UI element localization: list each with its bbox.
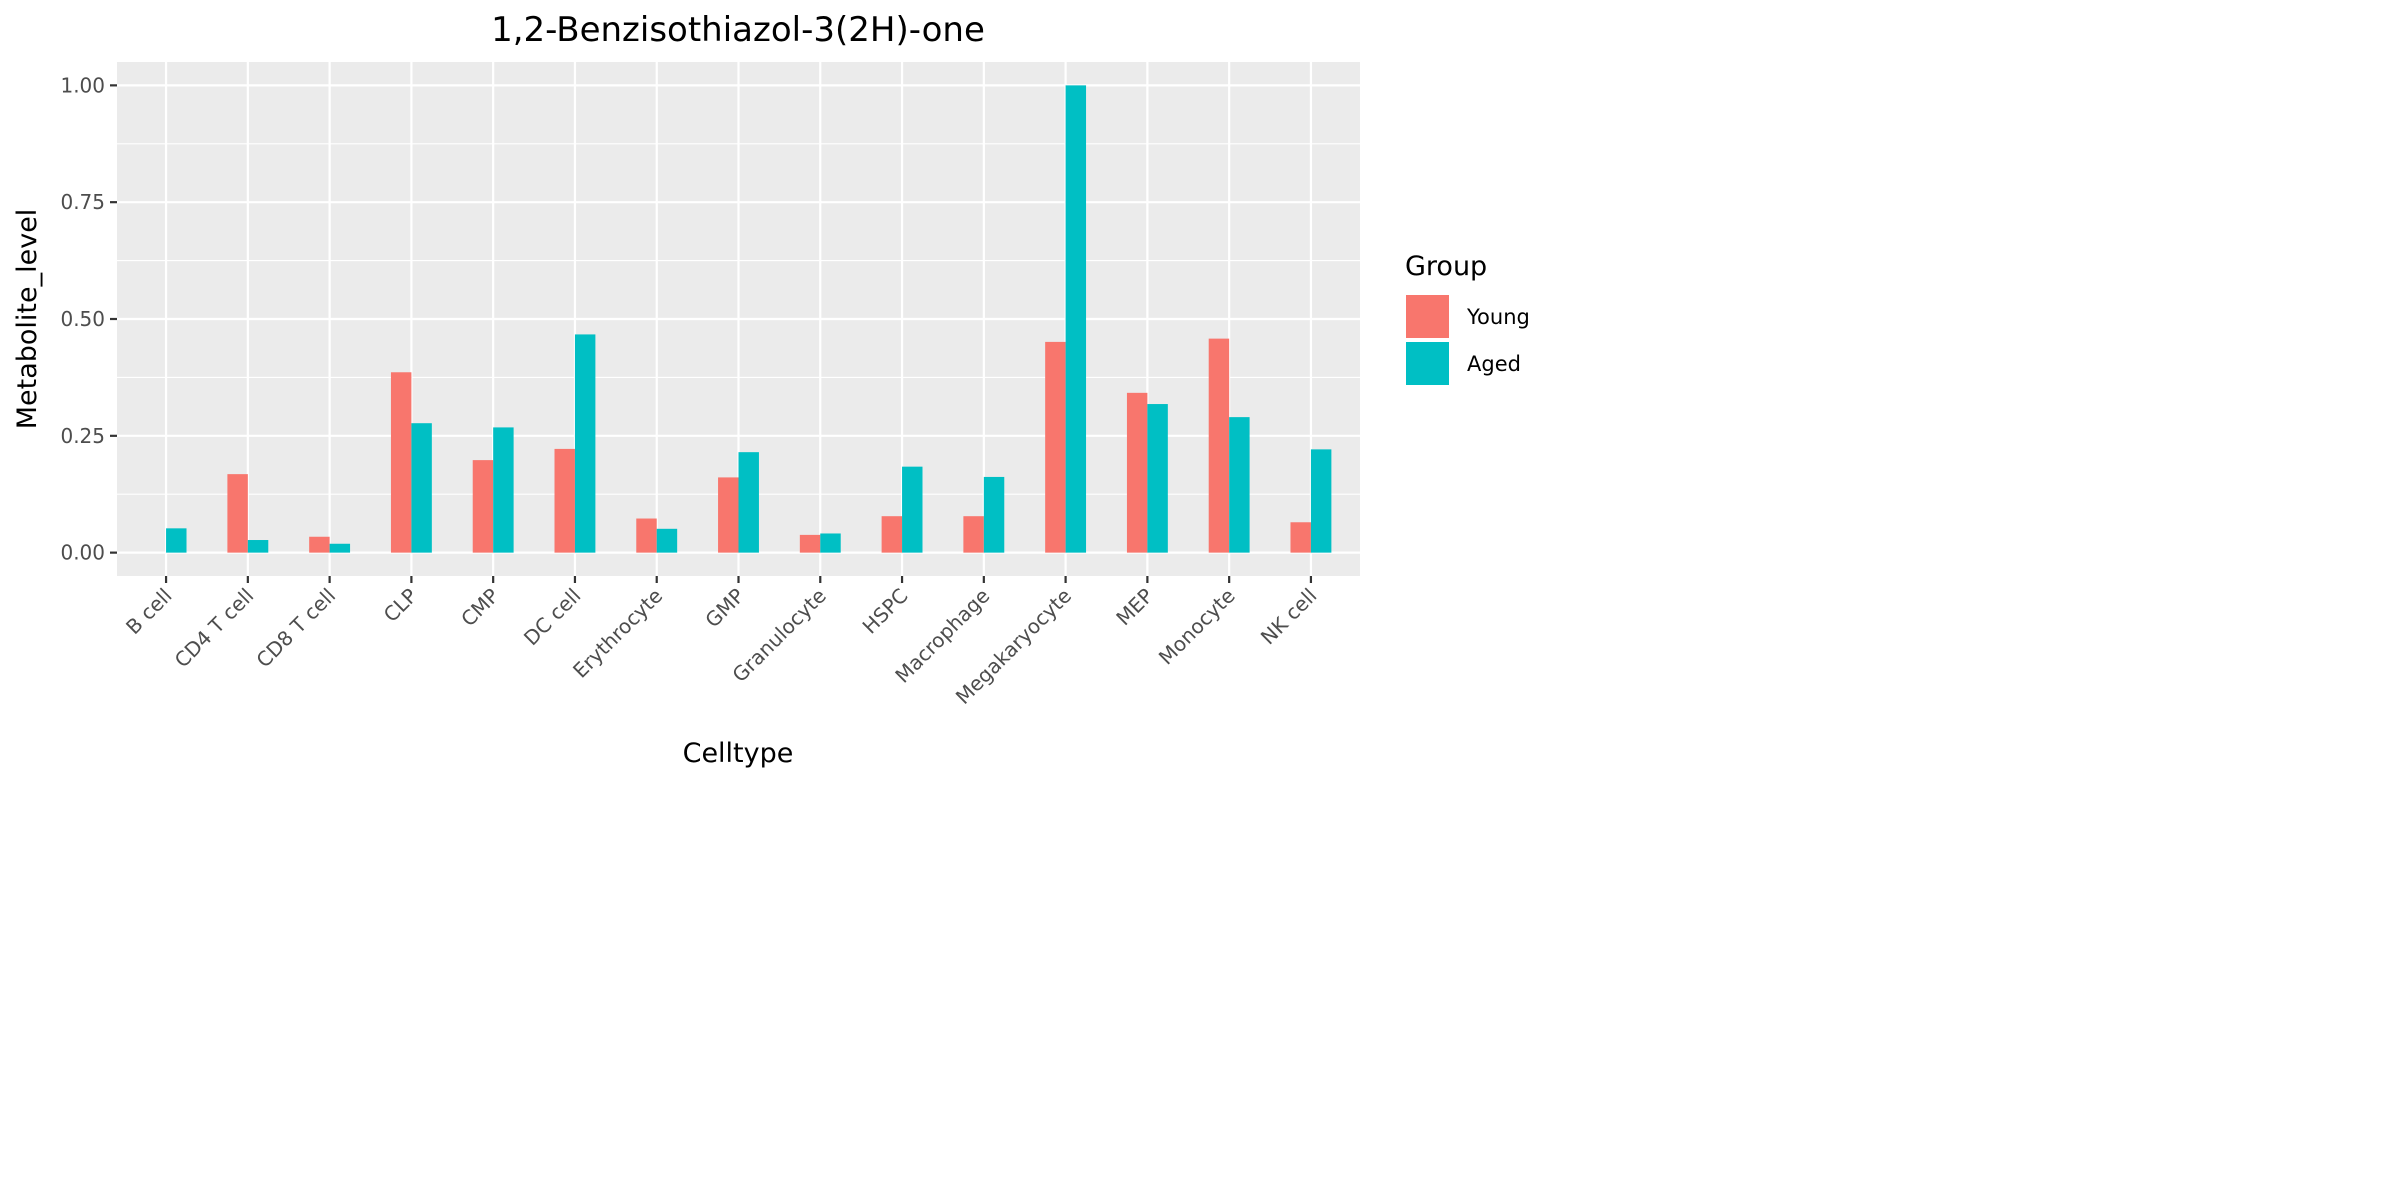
x-tick-label: MEP [1111,584,1158,631]
bar-young-macrophage [963,516,984,553]
x-tick-label: CMP [456,584,504,632]
bar-aged-monocyte [1229,417,1250,553]
bar-young-erythrocyte [636,518,657,553]
bar-aged-gmp [738,452,759,553]
y-axis-title: Metabolite_level [12,209,43,430]
x-tick-label: CLP [379,584,422,627]
bar-aged-nk-cell [1310,449,1332,553]
bars [166,85,1332,553]
y-tick-label: 0.00 [60,541,105,565]
bar-aged-b-cell [166,528,187,553]
bar-chart: 1,2-Benzisothiazol-3(2H)-one 0.00 0.25 0.5… [12,10,1530,769]
bar-young-cd4-t-cell [227,474,248,553]
bar-aged-mep [1147,404,1168,553]
bar-young-megakaryocyte [1045,341,1066,553]
y-axis: 0.00 0.25 0.50 0.75 1.00 [60,73,117,565]
x-tick-label: GMP [700,584,749,633]
y-tick-label: 0.75 [60,190,105,214]
bar-young-cmp [472,460,494,553]
legend-label-aged: Aged [1467,352,1521,376]
x-tick-label: HSPC [858,584,913,639]
y-tick-label: 0.50 [60,307,105,331]
bar-aged-macrophage [983,476,1005,553]
y-tick-label: 1.00 [60,73,105,97]
bar-aged-erythrocyte [656,528,678,553]
bar-young-nk-cell [1290,522,1311,553]
bar-young-monocyte [1208,338,1230,553]
bar-young-cd8-t-cell [309,536,330,553]
x-tick-label: B cell [121,584,177,640]
x-axis-title: Celltype [683,738,794,769]
legend-key-aged [1406,342,1449,385]
bar-young-hspc [881,516,903,553]
bar-young-dc-cell [554,448,575,553]
legend: Group Young Aged [1405,251,1530,385]
bar-aged-dc-cell [574,334,596,553]
legend-label-young: Young [1466,305,1530,329]
bar-young-mep [1126,392,1148,553]
bar-young-granulocyte [799,534,821,553]
bar-aged-clp [411,423,432,553]
x-tick-label: NK cell [1256,584,1322,650]
bar-aged-cd4-t-cell [247,540,269,553]
legend-title: Group [1405,251,1487,282]
bar-aged-cd8-t-cell [329,543,351,553]
bar-aged-granulocyte [820,533,841,553]
y-tick-label: 0.25 [60,424,105,448]
x-tick-label: CD8 T cell [251,584,340,673]
bar-aged-cmp [493,427,514,553]
x-tick-label: Monocyte [1154,584,1240,670]
x-tick-label: CD4 T cell [170,584,259,673]
bar-young-gmp [718,477,739,553]
bar-aged-megakaryocyte [1065,85,1087,553]
legend-key-young [1406,295,1449,338]
bar-aged-hspc [902,466,923,553]
x-tick-label: DC cell [519,584,586,651]
chart-title: 1,2-Benzisothiazol-3(2H)-one [491,10,985,50]
bar-young-clp [390,372,412,553]
